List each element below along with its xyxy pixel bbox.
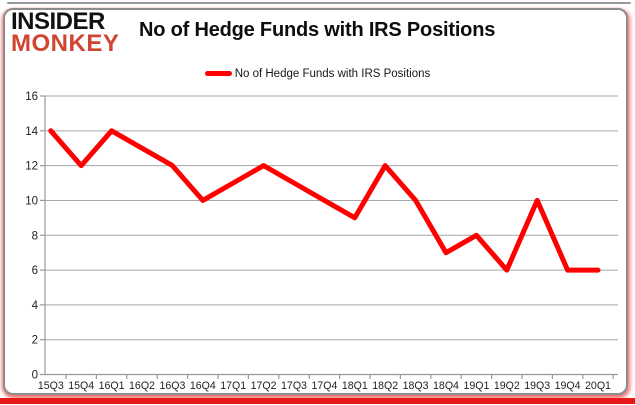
x-axis-label: 17Q3: [281, 380, 307, 392]
y-axis-label: 16: [25, 91, 38, 103]
y-axis-label: 0: [32, 370, 38, 382]
y-axis-label: 10: [25, 195, 38, 207]
x-axis-label: 16Q2: [129, 380, 155, 392]
chart-panel: [3, 8, 628, 395]
x-axis-label: 18Q4: [433, 380, 459, 392]
x-axis-label: 18Q3: [403, 380, 429, 392]
x-axis-label: 15Q3: [38, 380, 64, 392]
top-divider-line: [7, 2, 631, 4]
x-axis-label: 17Q2: [251, 380, 277, 392]
chart-title: No of Hedge Funds with IRS Positions: [139, 19, 496, 41]
insider-monkey-logo: INSIDER MONKEY: [11, 8, 120, 58]
bottom-accent-bar: [0, 398, 635, 404]
x-axis-label: 16Q3: [159, 380, 185, 392]
logo-line-monkey: MONKEY: [11, 30, 120, 58]
chart-legend: No of Hedge Funds with IRS Positions: [0, 66, 635, 81]
legend-line-swatch: [204, 71, 232, 76]
x-axis-label: 16Q4: [190, 380, 216, 392]
y-axis-label: 12: [25, 161, 38, 173]
y-axis-label: 6: [32, 265, 38, 277]
x-axis-label: 17Q4: [311, 380, 337, 392]
x-axis-label: 19Q3: [524, 380, 550, 392]
x-axis-label: 19Q4: [555, 380, 581, 392]
x-axis-label: 16Q1: [99, 380, 125, 392]
y-axis-label: 4: [32, 300, 39, 312]
logo-line-insider: INSIDER: [11, 8, 105, 35]
legend-label: No of Hedge Funds with IRS Positions: [234, 67, 431, 80]
x-axis-label: 17Q1: [220, 380, 246, 392]
y-axis-label: 8: [32, 230, 38, 242]
y-axis-label: 2: [32, 335, 38, 347]
x-axis-label: 15Q4: [68, 380, 94, 392]
series-line: [48, 128, 601, 273]
x-axis-label: 20Q1: [585, 380, 611, 392]
x-axis-label: 19Q1: [463, 380, 489, 392]
y-axis-label: 14: [25, 126, 38, 138]
x-axis-label: 18Q2: [372, 380, 398, 392]
x-axis-label: 19Q2: [494, 380, 520, 392]
x-axis-label: 18Q1: [342, 380, 368, 392]
